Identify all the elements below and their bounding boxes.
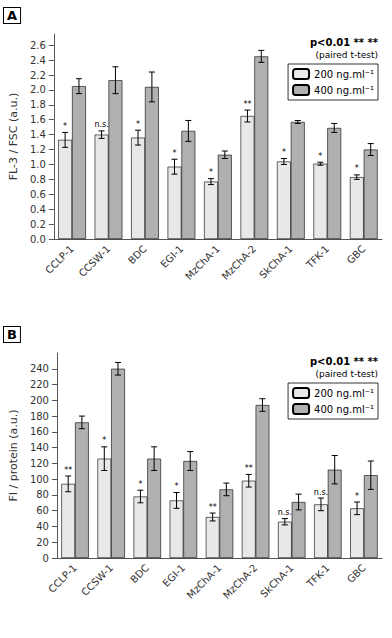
svg-text:MzChA-1: MzChA-1: [183, 243, 222, 282]
svg-text:**: **: [64, 466, 72, 475]
svg-text:*: *: [173, 149, 177, 158]
svg-text:240: 240: [30, 363, 49, 374]
svg-text:*: *: [136, 120, 140, 129]
svg-text:40: 40: [36, 521, 49, 532]
svg-text:1.4: 1.4: [30, 129, 46, 140]
svg-text:80: 80: [36, 489, 49, 500]
svg-text:**: **: [209, 503, 217, 512]
svg-text:2.4: 2.4: [30, 55, 46, 66]
svg-text:1.8: 1.8: [30, 99, 46, 110]
svg-text:SkChA-1: SkChA-1: [258, 562, 295, 599]
svg-text:TFK-1: TFK-1: [303, 243, 331, 271]
svg-text:CCLP-1: CCLP-1: [46, 562, 79, 595]
svg-text:*: *: [282, 148, 286, 157]
svg-text:0.0: 0.0: [30, 234, 46, 245]
svg-text:FL-3 / FSC (a.u.): FL-3 / FSC (a.u.): [7, 93, 20, 181]
svg-text:n.s.: n.s.: [278, 508, 292, 517]
svg-text:*: *: [63, 122, 67, 131]
svg-text:GBC: GBC: [345, 562, 368, 585]
svg-text:200: 200: [30, 395, 49, 406]
svg-text:CCSW-1: CCSW-1: [79, 562, 115, 598]
svg-text:0.8: 0.8: [30, 174, 46, 185]
svg-text:160: 160: [30, 426, 49, 437]
svg-text:2.0: 2.0: [30, 84, 46, 95]
svg-text:BDC: BDC: [126, 243, 149, 266]
svg-text:EGI-1: EGI-1: [158, 243, 185, 270]
svg-text:0.2: 0.2: [30, 219, 46, 230]
svg-text:TFK-1: TFK-1: [304, 562, 332, 590]
svg-text:220: 220: [30, 379, 49, 390]
svg-text:(paired t-test): (paired t-test): [316, 369, 378, 379]
svg-text:BDC: BDC: [128, 562, 151, 585]
svg-text:SkChA-1: SkChA-1: [257, 243, 294, 280]
svg-text:20: 20: [36, 537, 49, 548]
svg-text:400 ng.ml⁻¹: 400 ng.ml⁻¹: [314, 404, 374, 415]
svg-text:p<0.01 ** **: p<0.01 ** **: [310, 37, 379, 48]
svg-text:*: *: [209, 168, 213, 177]
svg-text:**: **: [245, 464, 253, 473]
svg-text:2.2: 2.2: [30, 70, 46, 81]
svg-text:EGI-1: EGI-1: [160, 562, 187, 589]
svg-text:0.6: 0.6: [30, 189, 46, 200]
svg-text:1.2: 1.2: [30, 144, 46, 155]
svg-text:0.4: 0.4: [30, 204, 46, 215]
svg-text:FI / protein (a.u.): FI / protein (a.u.): [7, 409, 20, 501]
svg-text:A: A: [7, 8, 17, 23]
svg-text:p<0.01 ** **: p<0.01 ** **: [310, 356, 379, 367]
svg-text:*: *: [102, 436, 106, 445]
svg-text:MzChA-1: MzChA-1: [185, 562, 224, 601]
svg-text:*: *: [355, 492, 359, 501]
svg-text:*: *: [355, 164, 359, 173]
svg-text:100: 100: [30, 474, 49, 485]
svg-text:*: *: [138, 480, 142, 489]
svg-text:120: 120: [30, 458, 49, 469]
svg-text:2.6: 2.6: [30, 40, 46, 51]
svg-text:60: 60: [36, 505, 49, 516]
svg-text:140: 140: [30, 442, 49, 453]
svg-text:200 ng.ml⁻¹: 200 ng.ml⁻¹: [314, 388, 374, 399]
svg-text:200 ng.ml⁻¹: 200 ng.ml⁻¹: [314, 69, 374, 80]
svg-text:CCLP-1: CCLP-1: [43, 243, 76, 276]
svg-text:MzChA-2: MzChA-2: [220, 243, 259, 282]
svg-text:1.0: 1.0: [30, 159, 46, 170]
svg-text:400 ng.ml⁻¹: 400 ng.ml⁻¹: [314, 85, 374, 96]
svg-text:n.s.: n.s.: [314, 488, 328, 497]
svg-text:MzChA-2: MzChA-2: [221, 562, 260, 601]
svg-text:(paired t-test): (paired t-test): [316, 50, 378, 60]
svg-text:GBC: GBC: [345, 243, 368, 266]
svg-text:**: **: [243, 100, 251, 109]
svg-text:180: 180: [30, 411, 49, 422]
svg-text:0: 0: [43, 553, 49, 564]
svg-text:n.s.: n.s.: [94, 120, 108, 129]
svg-text:B: B: [7, 327, 17, 342]
svg-text:*: *: [318, 152, 322, 161]
svg-text:CCSW-1: CCSW-1: [77, 243, 113, 279]
svg-text:1.6: 1.6: [30, 114, 46, 125]
svg-text:*: *: [175, 482, 179, 491]
